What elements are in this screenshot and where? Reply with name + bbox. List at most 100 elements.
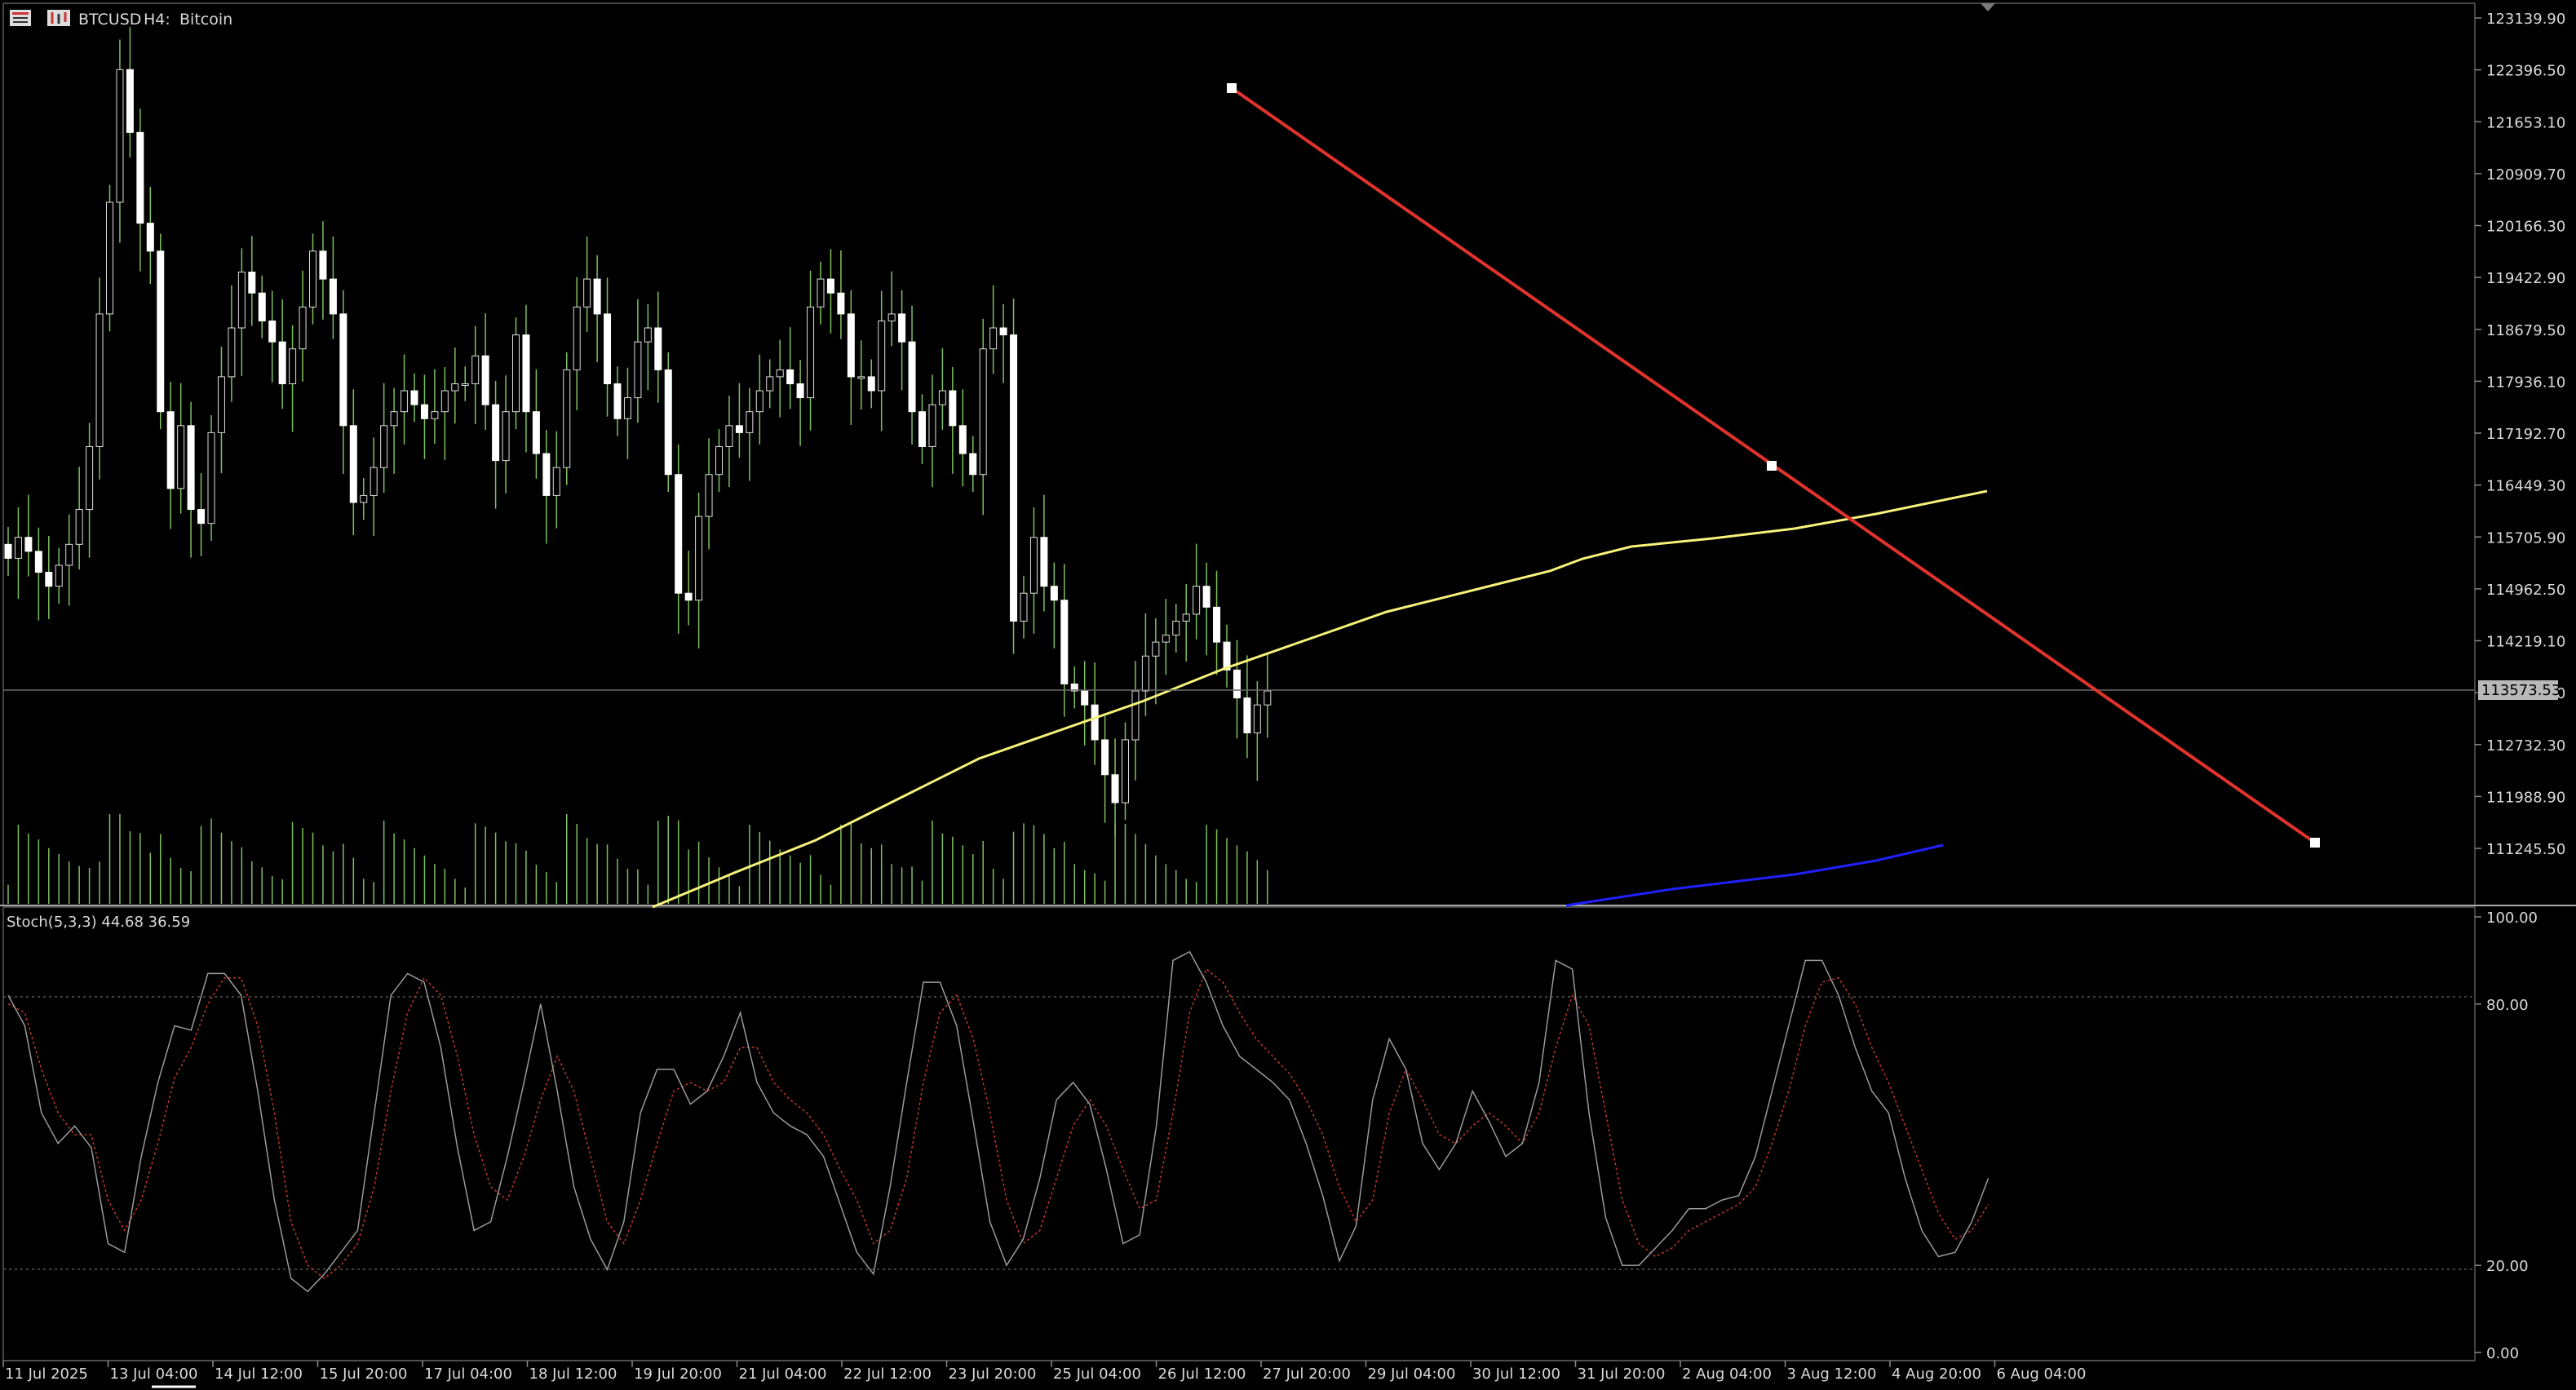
price-axis-label: 121653.10 (2486, 114, 2565, 131)
bear-candle (847, 313, 855, 378)
bull-candle (309, 250, 316, 308)
bear-candle (492, 404, 500, 462)
bull-candle (502, 411, 510, 462)
bull-candle (766, 376, 774, 392)
bull-candle (461, 383, 469, 386)
bear-candle (898, 313, 906, 343)
time-axis-label: 29 Jul 04:00 (1368, 1366, 1456, 1383)
time-axis-label: 27 Jul 20:00 (1263, 1366, 1351, 1383)
bear-candle (34, 551, 42, 573)
trendline-anchor-end[interactable] (2310, 838, 2320, 848)
bull-candle (177, 425, 185, 489)
bull-candle (1029, 537, 1038, 594)
bear-candle (1091, 704, 1099, 741)
bull-candle (1122, 739, 1129, 803)
bull-candle (370, 467, 378, 496)
bear-candle (1081, 690, 1089, 706)
bull-candle (1264, 690, 1272, 706)
bull-candle (1182, 613, 1190, 622)
bear-candle (604, 313, 612, 384)
bear-candle (684, 592, 693, 601)
time-axis-label: 2 Aug 04:00 (1682, 1366, 1772, 1383)
chart-shift-marker-icon[interactable] (1981, 3, 1995, 11)
time-axis-label: 26 Jul 12:00 (1158, 1366, 1246, 1383)
bull-candle (857, 376, 865, 379)
bull-candle (552, 467, 560, 496)
price-axis-label: 122396.50 (2486, 63, 2565, 80)
bull-candle (1253, 704, 1261, 733)
bear-candle (958, 425, 967, 454)
bear-candle (837, 292, 845, 315)
stoch-axis-label: 20.00 (2486, 1258, 2529, 1275)
price-axis-label: 117936.10 (2486, 374, 2565, 391)
bull-candle (928, 404, 936, 447)
time-axis[interactable]: 11 Jul 2025 13 Jul 04:00 14 Jul 12:00 15 Ju… (2, 1361, 2087, 1383)
bear-candle (1060, 600, 1069, 684)
bull-candle (1141, 655, 1149, 692)
bull-candle (1131, 690, 1140, 741)
bull-candle (116, 69, 124, 203)
time-axis-label: 22 Jul 12:00 (843, 1366, 932, 1383)
bull-candle (1193, 586, 1201, 615)
symbol-description: Bitcoin (179, 11, 232, 29)
bull-candle (431, 411, 439, 419)
stoch-axis-label: 80.00 (2486, 997, 2529, 1014)
bull-candle (583, 278, 591, 308)
bear-candle (949, 390, 957, 427)
price-axis-label: 116449.30 (2486, 478, 2565, 495)
bear-candle (675, 474, 683, 594)
price-axis-label: 120909.70 (2486, 166, 2565, 184)
bear-candle (1040, 537, 1048, 587)
bull-candle (725, 425, 733, 447)
bear-candle (420, 404, 428, 419)
bear-candle (918, 411, 926, 447)
bear-candle (613, 383, 622, 419)
bull-candle (776, 369, 784, 378)
bear-candle (969, 453, 977, 476)
bull-candle (634, 341, 642, 399)
bull-candle (237, 272, 246, 329)
bear-candle (339, 313, 347, 427)
current-price-value: 113573.53 (2481, 682, 2561, 699)
bull-candle (695, 516, 703, 601)
bull-candle (55, 564, 63, 587)
volume-average-line (1565, 843, 1944, 907)
trendline[interactable] (1227, 83, 2320, 848)
bull-candle (14, 537, 22, 559)
bear-candle (319, 250, 327, 280)
time-axis-label: 17 Jul 04:00 (424, 1366, 512, 1383)
timeframe-label: H4: (144, 11, 170, 29)
bull-candle (705, 474, 713, 517)
chart-window-icon-bar (12, 12, 29, 15)
bear-candle (45, 572, 53, 587)
time-axis-label: 25 Jul 04:00 (1053, 1366, 1141, 1383)
trendline-anchor-start[interactable] (1227, 83, 1237, 93)
bull-candle (471, 355, 480, 384)
bear-candle (826, 278, 834, 294)
bear-candle (349, 425, 357, 503)
price-axis-label: 119422.90 (2486, 270, 2565, 287)
bear-candle (796, 383, 804, 399)
stoch-title: Stoch(5,3,3) 44.68 36.59 (7, 914, 190, 931)
bear-candle (654, 327, 662, 370)
bear-candle (258, 292, 266, 321)
bear-candle (166, 411, 175, 489)
bear-candle (1070, 683, 1078, 692)
time-axis-label: 6 Aug 04:00 (1997, 1366, 2087, 1383)
stoch-main-line (7, 950, 1990, 1293)
price-axis-label: 118679.50 (2486, 322, 2565, 339)
trendline-anchor-middle[interactable] (1767, 461, 1777, 471)
bull-candle (807, 306, 815, 399)
bull-candle (979, 348, 987, 476)
bull-candle (390, 411, 398, 427)
time-axis-label: 15 Jul 20:00 (320, 1366, 408, 1383)
time-axis-label: 21 Jul 04:00 (739, 1366, 827, 1383)
price-axis-label: 115705.90 (2486, 529, 2565, 547)
bull-candle (1162, 635, 1170, 643)
bear-candle (1111, 774, 1119, 803)
price-axis-label: 112732.30 (2486, 737, 2565, 755)
bull-candle (86, 445, 94, 511)
bear-candle (664, 369, 672, 476)
bull-candle (887, 313, 896, 321)
